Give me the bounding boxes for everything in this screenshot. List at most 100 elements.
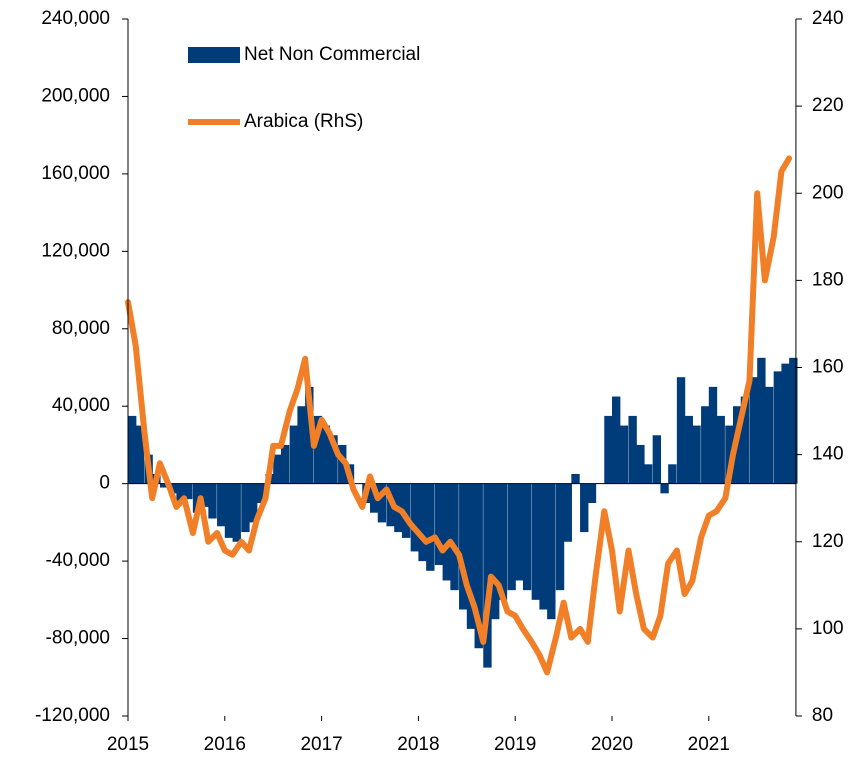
bar — [587, 483, 597, 504]
bar — [684, 415, 693, 484]
bar — [555, 483, 565, 591]
bar — [580, 483, 589, 533]
bar — [701, 406, 710, 484]
y2-tick-label: 80 — [812, 705, 833, 726]
bar — [725, 425, 734, 484]
legend-label: Net Non Commercial — [244, 44, 420, 65]
bar — [740, 396, 750, 484]
bar — [522, 483, 532, 591]
bar — [297, 406, 306, 484]
bar — [241, 483, 250, 533]
bar — [217, 483, 226, 527]
y-tick-label: 240,000 — [41, 8, 110, 29]
bar — [773, 371, 783, 484]
bar — [749, 377, 758, 484]
bar — [249, 483, 258, 523]
bar — [660, 483, 669, 494]
bar — [256, 483, 266, 504]
x-tick-label: 2017 — [300, 734, 342, 755]
bar — [176, 483, 185, 504]
y-tick-label: -80,000 — [46, 628, 110, 649]
x-tick-label: 2015 — [107, 734, 149, 755]
bar — [459, 483, 468, 610]
bar — [273, 454, 282, 484]
y2-tick-label: 140 — [812, 444, 844, 465]
x-tick-label: 2021 — [688, 734, 730, 755]
y2-tick-label: 160 — [812, 357, 844, 378]
bar — [692, 425, 701, 484]
bar — [200, 483, 209, 507]
bar — [192, 483, 202, 513]
bar — [789, 357, 798, 484]
bar — [668, 464, 677, 484]
x-tick-label: 2018 — [397, 734, 439, 755]
bar — [329, 435, 338, 484]
bar — [338, 444, 347, 484]
y2-tick-label: 180 — [812, 269, 844, 290]
bar — [531, 483, 541, 600]
legend-swatch — [188, 47, 240, 63]
y-tick-label: 120,000 — [41, 240, 110, 261]
bar — [547, 483, 556, 620]
bar — [184, 483, 193, 500]
bar — [135, 425, 145, 484]
bar — [619, 425, 629, 484]
bar — [716, 415, 725, 484]
bar — [628, 415, 637, 484]
bar — [426, 483, 435, 571]
bar — [321, 425, 330, 484]
bar — [466, 483, 476, 629]
bar — [280, 444, 290, 484]
y2-tick-label: 120 — [812, 531, 844, 552]
bar — [313, 415, 323, 484]
y-tick-label: -40,000 — [46, 550, 110, 571]
bar — [401, 483, 411, 538]
bar — [781, 363, 790, 484]
bar — [643, 464, 653, 484]
bar — [507, 483, 516, 591]
bar — [612, 396, 621, 484]
bar — [370, 483, 379, 513]
bar — [539, 483, 548, 610]
bar — [483, 483, 492, 668]
bar — [636, 444, 645, 484]
bar — [442, 483, 451, 581]
legend-label: Arabica (RhS) — [244, 111, 363, 132]
bar — [652, 435, 662, 484]
bar — [604, 415, 613, 484]
bar — [128, 415, 137, 484]
y2-tick-label: 200 — [812, 182, 844, 203]
y-tick-label: 0 — [99, 473, 110, 494]
x-tick-label: 2019 — [494, 734, 536, 755]
bar — [289, 425, 299, 484]
y-tick-label: 40,000 — [52, 395, 110, 416]
bar — [208, 483, 217, 519]
bar — [377, 483, 387, 523]
bar — [708, 386, 718, 484]
bar — [515, 483, 524, 581]
bar — [571, 473, 580, 484]
bar — [159, 483, 169, 488]
y-tick-label: 200,000 — [41, 85, 110, 106]
y2-tick-label: 240 — [812, 8, 844, 29]
x-tick-label: 2020 — [591, 734, 633, 755]
y-tick-label: 160,000 — [41, 163, 110, 184]
x-tick-label: 2016 — [204, 734, 246, 755]
y-tick-label: -120,000 — [35, 705, 110, 726]
y-tick-label: 80,000 — [52, 318, 110, 339]
bar — [498, 483, 508, 600]
bar — [434, 483, 444, 565]
bar — [491, 483, 500, 620]
bar — [232, 483, 241, 542]
y2-tick-label: 220 — [812, 95, 844, 116]
bar — [305, 386, 314, 484]
bar — [757, 357, 766, 484]
bar — [450, 483, 459, 591]
bar — [676, 377, 686, 484]
bar — [474, 483, 483, 649]
bar — [764, 386, 774, 484]
bar — [224, 483, 234, 538]
bar — [563, 483, 572, 542]
bar — [410, 483, 420, 552]
